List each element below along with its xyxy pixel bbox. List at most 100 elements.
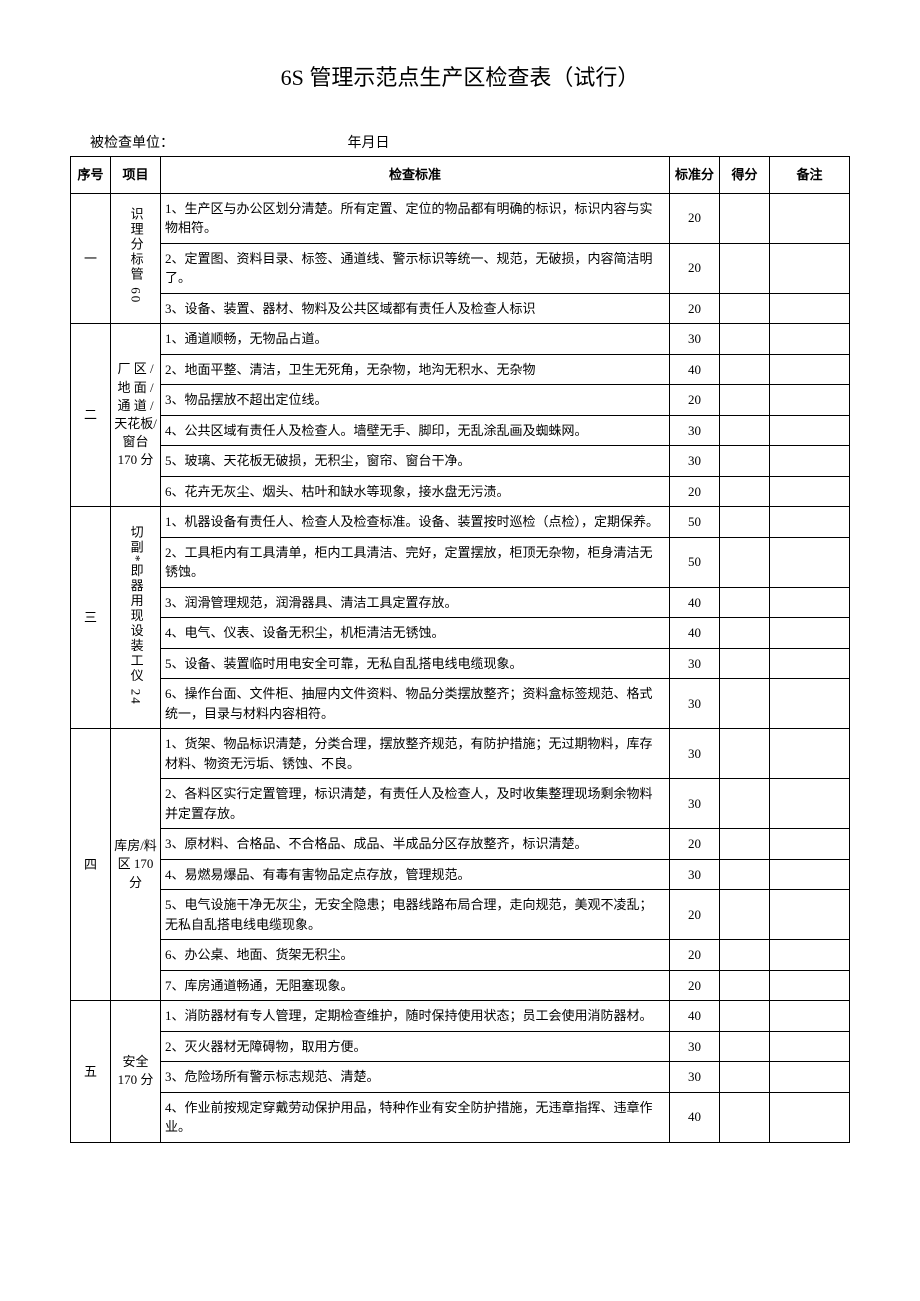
note-cell xyxy=(770,507,850,538)
std-cell: 4、易燃易爆品、有毒有害物品定点存放，管理规范。 xyxy=(161,859,670,890)
std-cell: 3、润滑管理规范，润滑器具、清洁工具定置存放。 xyxy=(161,587,670,618)
header-std: 检查标准 xyxy=(161,157,670,194)
table-row: 3、危险场所有警示标志规范、清楚。30 xyxy=(71,1062,850,1093)
std-cell: 3、原材料、合格品、不合格品、成品、半成品分区存放整齐，标识清楚。 xyxy=(161,829,670,860)
note-cell xyxy=(770,415,850,446)
score-cell: 40 xyxy=(670,1001,720,1032)
table-row: 4、易燃易爆品、有毒有害物品定点存放，管理规范。30 xyxy=(71,859,850,890)
std-cell: 6、花卉无灰尘、烟头、枯叶和缺水等现象，接水盘无污渍。 xyxy=(161,476,670,507)
header-got: 得分 xyxy=(720,157,770,194)
table-row: 7、库房通道畅通，无阻塞现象。20 xyxy=(71,970,850,1001)
got-cell xyxy=(720,729,770,779)
table-row: 5、玻璃、天花板无破损，无积尘，窗帘、窗台干净。30 xyxy=(71,446,850,477)
got-cell xyxy=(720,618,770,649)
table-row: 2、工具柜内有工具清单，柜内工具清洁、完好，定置摆放，柜顶无杂物，柜身清洁无锈蚀… xyxy=(71,537,850,587)
note-cell xyxy=(770,243,850,293)
std-cell: 3、危险场所有警示标志规范、清楚。 xyxy=(161,1062,670,1093)
table-row: 3、物品摆放不超出定位线。20 xyxy=(71,385,850,416)
got-cell xyxy=(720,859,770,890)
std-cell: 5、玻璃、天花板无破损，无积尘，窗帘、窗台干净。 xyxy=(161,446,670,477)
note-cell xyxy=(770,679,850,729)
table-row: 3、设备、装置、器材、物料及公共区域都有责任人及检查人标识20 xyxy=(71,293,850,324)
got-cell xyxy=(720,507,770,538)
note-cell xyxy=(770,859,850,890)
table-row: 4、作业前按规定穿戴劳动保护用品，特种作业有安全防护措施，无违章指挥、违章作业。… xyxy=(71,1092,850,1142)
got-cell xyxy=(720,193,770,243)
got-cell xyxy=(720,1092,770,1142)
note-cell xyxy=(770,729,850,779)
table-row: 2、灭火器材无障碍物，取用方便。30 xyxy=(71,1031,850,1062)
item-cell: 切副*即器用现设装工仪 24 xyxy=(111,507,161,729)
seq-cell: 一 xyxy=(71,193,111,324)
table-row: 一识理分标管 601、生产区与办公区划分清楚。所有定置、定位的物品都有明确的标识… xyxy=(71,193,850,243)
got-cell xyxy=(720,779,770,829)
note-cell xyxy=(770,324,850,355)
score-cell: 40 xyxy=(670,354,720,385)
score-cell: 30 xyxy=(670,859,720,890)
item-cell: 库房/料区 170 分 xyxy=(111,729,161,1001)
score-cell: 30 xyxy=(670,1031,720,1062)
table-row: 2、各料区实行定置管理，标识清楚，有责任人及检查人，及时收集整理现场剩余物料并定… xyxy=(71,779,850,829)
item-cell: 安全 170 分 xyxy=(111,1001,161,1143)
score-cell: 20 xyxy=(670,890,720,940)
std-cell: 2、工具柜内有工具清单，柜内工具清洁、完好，定置摆放，柜顶无杂物，柜身清洁无锈蚀… xyxy=(161,537,670,587)
note-cell xyxy=(770,618,850,649)
unit-label: 被检查单位： xyxy=(90,132,174,152)
table-header-row: 序号 项目 检查标准 标准分 得分 备注 xyxy=(71,157,850,194)
got-cell xyxy=(720,415,770,446)
table-row: 四库房/料区 170 分1、货架、物品标识清楚，分类合理，摆放整齐规范，有防护措… xyxy=(71,729,850,779)
seq-cell: 三 xyxy=(71,507,111,729)
got-cell xyxy=(720,970,770,1001)
table-row: 6、花卉无灰尘、烟头、枯叶和缺水等现象，接水盘无污渍。20 xyxy=(71,476,850,507)
score-cell: 50 xyxy=(670,507,720,538)
score-cell: 20 xyxy=(670,193,720,243)
note-cell xyxy=(770,1001,850,1032)
table-row: 4、电气、仪表、设备无积尘，机柜清洁无锈蚀。40 xyxy=(71,618,850,649)
note-cell xyxy=(770,970,850,1001)
seq-cell: 二 xyxy=(71,324,111,507)
std-cell: 1、货架、物品标识清楚，分类合理，摆放整齐规范，有防护措施；无过期物料，库存材料… xyxy=(161,729,670,779)
std-cell: 5、电气设施干净无灰尘，无安全隐患；电器线路布局合理，走向规范，美观不凌乱；无私… xyxy=(161,890,670,940)
seq-cell: 五 xyxy=(71,1001,111,1143)
std-cell: 4、电气、仪表、设备无积尘，机柜清洁无锈蚀。 xyxy=(161,618,670,649)
note-cell xyxy=(770,293,850,324)
score-cell: 30 xyxy=(670,415,720,446)
std-cell: 3、设备、装置、器材、物料及公共区域都有责任人及检查人标识 xyxy=(161,293,670,324)
std-cell: 3、物品摆放不超出定位线。 xyxy=(161,385,670,416)
got-cell xyxy=(720,354,770,385)
score-cell: 50 xyxy=(670,537,720,587)
header-item: 项目 xyxy=(111,157,161,194)
score-cell: 20 xyxy=(670,243,720,293)
score-cell: 20 xyxy=(670,970,720,1001)
date-label: 年月日 xyxy=(348,132,390,152)
table-row: 三切副*即器用现设装工仪 241、机器设备有责任人、检查人及检查标准。设备、装置… xyxy=(71,507,850,538)
std-cell: 1、消防器材有专人管理，定期检查维护，随时保持使用状态；员工会使用消防器材。 xyxy=(161,1001,670,1032)
score-cell: 30 xyxy=(670,324,720,355)
table-row: 二厂 区 /地 面 /通 道 /天花板/窗台 170 分1、通道顺畅，无物品占道… xyxy=(71,324,850,355)
got-cell xyxy=(720,679,770,729)
table-row: 2、地面平整、清洁，卫生无死角，无杂物，地沟无积水、无杂物40 xyxy=(71,354,850,385)
std-cell: 7、库房通道畅通，无阻塞现象。 xyxy=(161,970,670,1001)
got-cell xyxy=(720,829,770,860)
note-cell xyxy=(770,829,850,860)
table-row: 5、设备、装置临时用电安全可靠，无私自乱搭电线电缆现象。30 xyxy=(71,648,850,679)
std-cell: 1、机器设备有责任人、检查人及检查标准。设备、装置按时巡检（点检），定期保养。 xyxy=(161,507,670,538)
table-row: 6、操作台面、文件柜、抽屉内文件资料、物品分类摆放整齐；资料盒标签规范、格式统一… xyxy=(71,679,850,729)
got-cell xyxy=(720,587,770,618)
note-cell xyxy=(770,587,850,618)
seq-cell: 四 xyxy=(71,729,111,1001)
got-cell xyxy=(720,1062,770,1093)
item-cell: 厂 区 /地 面 /通 道 /天花板/窗台 170 分 xyxy=(111,324,161,507)
table-row: 五安全 170 分1、消防器材有专人管理，定期检查维护，随时保持使用状态；员工会… xyxy=(71,1001,850,1032)
got-cell xyxy=(720,446,770,477)
table-row: 3、润滑管理规范，润滑器具、清洁工具定置存放。40 xyxy=(71,587,850,618)
std-cell: 6、办公桌、地面、货架无积尘。 xyxy=(161,940,670,971)
got-cell xyxy=(720,476,770,507)
std-cell: 6、操作台面、文件柜、抽屉内文件资料、物品分类摆放整齐；资料盒标签规范、格式统一… xyxy=(161,679,670,729)
note-cell xyxy=(770,476,850,507)
note-cell xyxy=(770,1031,850,1062)
got-cell xyxy=(720,648,770,679)
score-cell: 20 xyxy=(670,476,720,507)
table-row: 5、电气设施干净无灰尘，无安全隐患；电器线路布局合理，走向规范，美观不凌乱；无私… xyxy=(71,890,850,940)
std-cell: 2、地面平整、清洁，卫生无死角，无杂物，地沟无积水、无杂物 xyxy=(161,354,670,385)
